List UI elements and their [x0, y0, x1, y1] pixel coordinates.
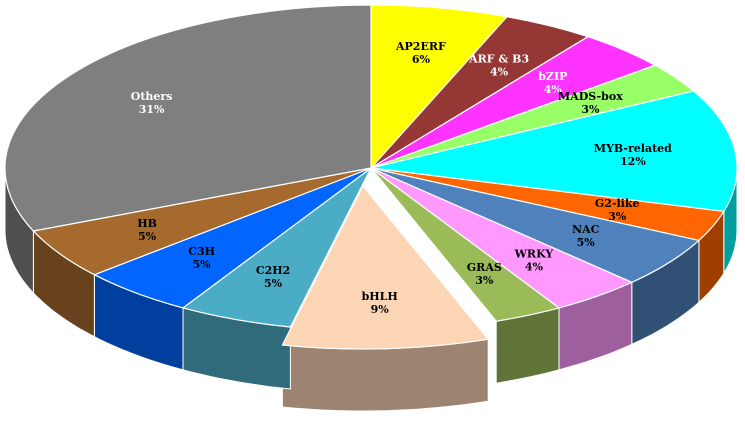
slice-label-ap2erf: AP2ERF: [395, 40, 446, 53]
pie-top-layer: [4, 4, 738, 350]
slice-value-hb: 5%: [138, 230, 157, 243]
slice-value-bhlh: 9%: [371, 303, 390, 316]
slice-side-bhlh: [281, 338, 489, 412]
slice-value-gras: 3%: [475, 274, 494, 287]
slice-label-hb: HB: [137, 217, 157, 230]
slice-label-g2-like: G2-like: [595, 197, 640, 210]
slice-label-c3h: C3H: [188, 245, 215, 258]
slice-label-nac: NAC: [572, 223, 600, 236]
slice-value-g2-like: 3%: [608, 210, 627, 223]
slice-label-bzip: bZIP: [538, 70, 567, 83]
slice-value-ap2erf: 6%: [412, 53, 431, 66]
slice-myb-related: [370, 90, 738, 213]
slice-gras: [370, 167, 561, 322]
slice-value-nac: 5%: [577, 236, 596, 249]
slice-ap2erf: [370, 4, 509, 170]
slice-others: [4, 4, 372, 232]
slice-label-wrky: WRKY: [514, 247, 554, 260]
slice-label-myb-related: MYB-related: [594, 142, 672, 155]
slice-label-c2h2: C2H2: [256, 264, 290, 277]
slice-value-arf-b3: 4%: [490, 65, 509, 78]
slice-bhlh: [281, 184, 490, 350]
slice-label-gras: GRAS: [467, 261, 502, 274]
slice-value-others: 31%: [139, 103, 165, 116]
slice-value-c2h2: 5%: [264, 277, 283, 290]
slice-label-arf-b3: ARF & B3: [468, 52, 529, 65]
slice-value-wrky: 4%: [525, 260, 544, 273]
slice-label-bhlh: bHLH: [362, 290, 398, 303]
slice-label-mads-box: MADS-box: [558, 90, 623, 103]
slice-value-c3h: 5%: [193, 258, 212, 271]
slice-value-bzip: 4%: [544, 83, 563, 96]
slice-value-myb-related: 12%: [620, 155, 646, 168]
slice-value-mads-box: 3%: [581, 103, 600, 116]
slice-label-others: Others: [131, 90, 173, 103]
